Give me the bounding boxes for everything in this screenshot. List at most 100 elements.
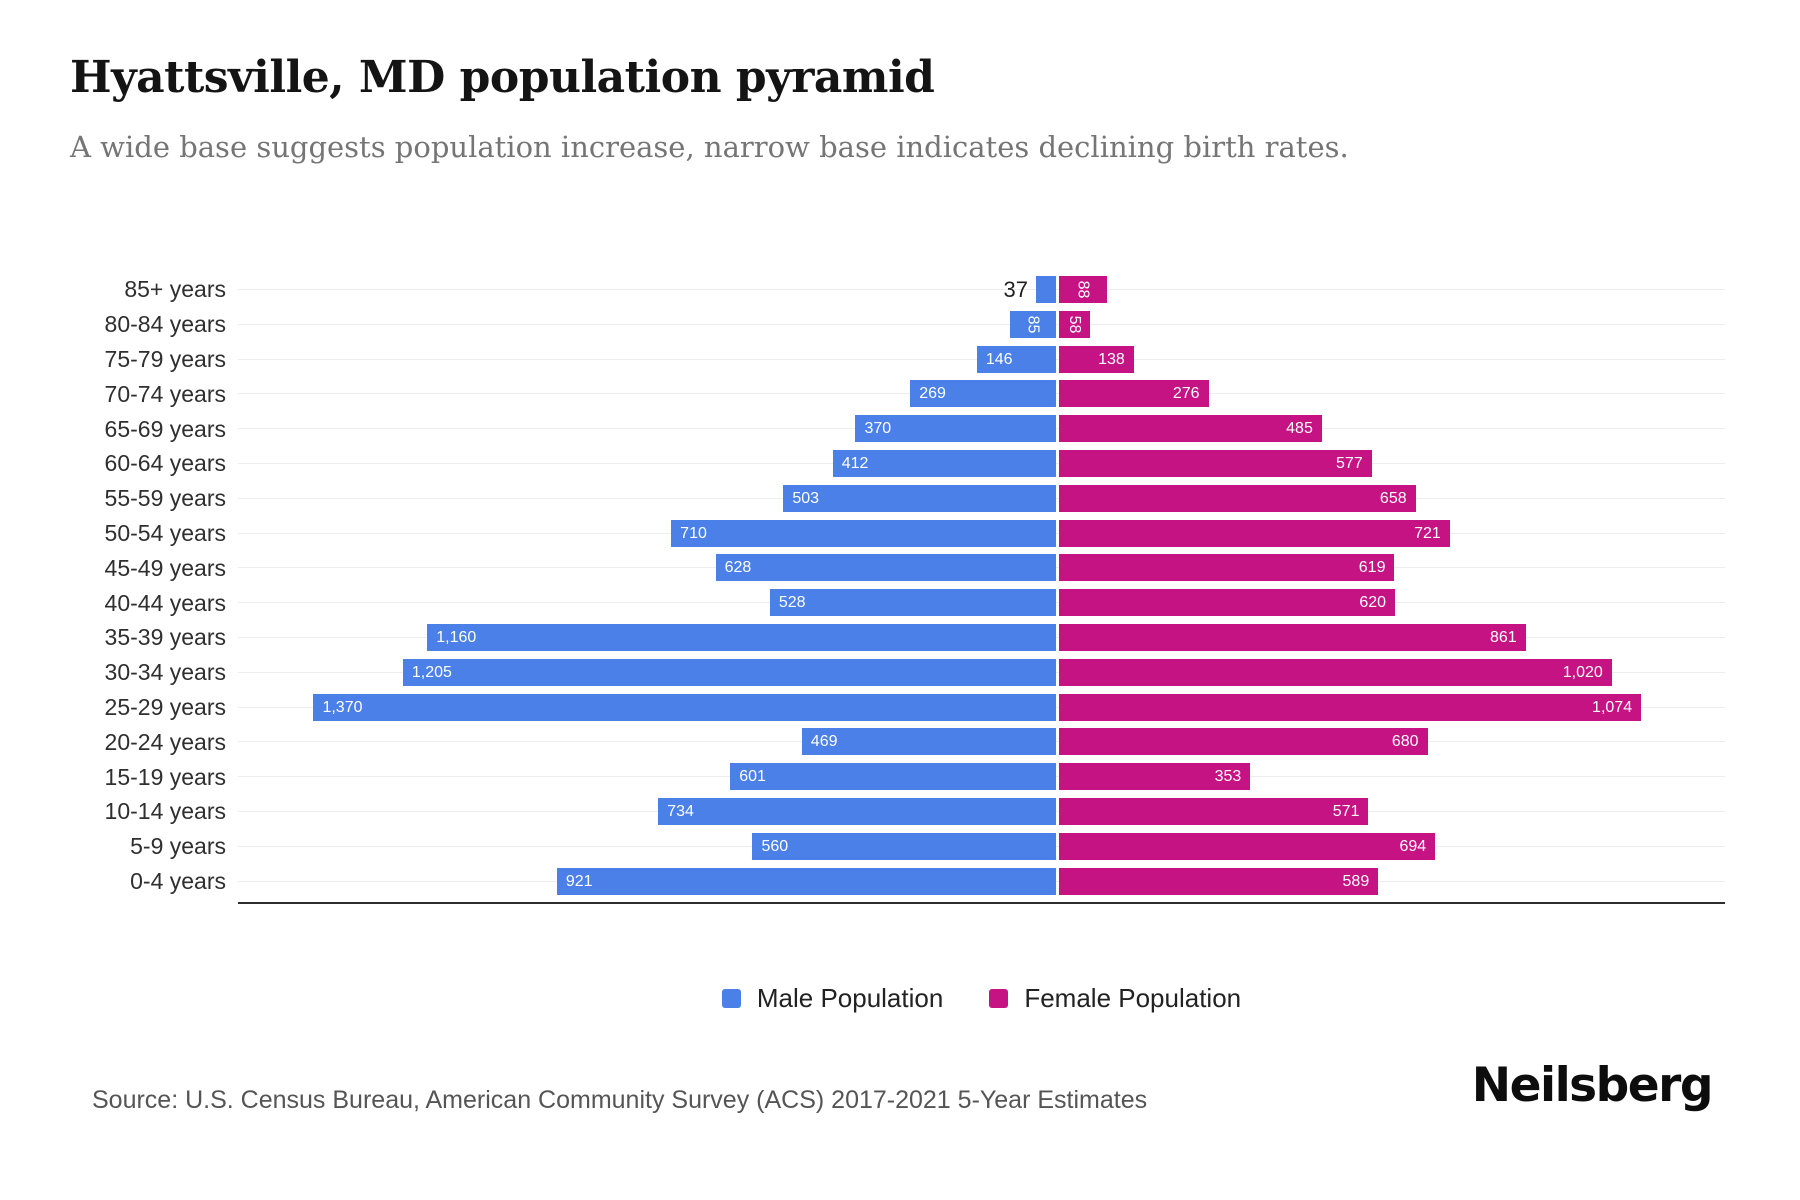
age-group-label: 55-59 years [104, 485, 226, 512]
male-bar-value: 469 [810, 733, 838, 751]
age-group-label: 30-34 years [104, 659, 226, 686]
male-bar: 469 [801, 728, 1056, 756]
female-bar: 861 [1059, 623, 1526, 651]
age-group-label: 45-49 years [104, 554, 226, 581]
female-bar: 276 [1059, 380, 1209, 408]
age-group-label: 5-9 years [130, 833, 226, 860]
source-attribution: Source: U.S. Census Bureau, American Com… [92, 1086, 1148, 1114]
female-bar-value: 619 [1358, 559, 1386, 577]
female-legend-swatch-icon [989, 989, 1009, 1008]
male-bar: 1,160 [427, 623, 1056, 651]
female-bar-value: 680 [1391, 733, 1419, 751]
male-legend-label: Male Population [756, 983, 944, 1013]
female-bar: 485 [1059, 415, 1322, 443]
male-legend-swatch-icon [721, 989, 741, 1008]
female-bar-value: 353 [1214, 768, 1242, 786]
female-legend-label: Female Population [1024, 983, 1242, 1013]
female-bar-value: 1,074 [1592, 698, 1633, 716]
female-bar: 1,074 [1059, 693, 1642, 721]
male-bar: 710 [671, 519, 1056, 547]
female-bar: 88 [1059, 275, 1107, 303]
male-bar-value: 269 [919, 385, 946, 403]
male-bar: 601 [730, 763, 1056, 791]
male-bar-value: 1,205 [411, 663, 452, 681]
female-bar: 694 [1059, 832, 1436, 860]
male-bar-value: 503 [792, 489, 820, 507]
age-group-label: 85+ years [124, 276, 226, 303]
male-bar-value: 370 [864, 420, 892, 438]
female-bar-value: 276 [1172, 385, 1200, 403]
female-bar: 619 [1059, 554, 1395, 582]
age-group-label: 50-54 years [104, 520, 226, 546]
male-bar [1035, 275, 1056, 303]
female-bar: 138 [1059, 345, 1134, 373]
male-bar-value: 1,160 [436, 628, 477, 646]
female-bar-value: 138 [1098, 350, 1125, 368]
male-bar-value: 628 [724, 559, 752, 577]
female-bar-value: 589 [1342, 872, 1370, 890]
female-bar: 721 [1059, 519, 1450, 547]
male-bar-value: 412 [841, 454, 869, 472]
chart-legend: Male Population Female Population [238, 983, 1725, 1014]
male-bar: 370 [855, 415, 1056, 443]
page-title: Hyattsville, MD population pyramid [70, 52, 935, 103]
female-bar-value: 58 [1066, 315, 1084, 334]
male-bar-value: 37 [1003, 276, 1028, 302]
page-subtitle: A wide base suggests population increase… [70, 130, 1349, 164]
male-bar-value: 921 [565, 872, 593, 890]
male-bar-value: 560 [761, 837, 789, 855]
female-bar: 589 [1059, 867, 1379, 895]
female-bar-value: 1,020 [1562, 663, 1603, 681]
brand-logo: Neilsberg [1471, 1058, 1714, 1113]
female-bar-value: 658 [1379, 489, 1407, 507]
female-bar: 571 [1059, 797, 1369, 825]
male-bar-value: 601 [739, 768, 766, 786]
age-group-label: 15-19 years [104, 763, 226, 790]
legend-item-male[interactable]: Male Population [721, 983, 944, 1014]
female-bar: 620 [1059, 589, 1396, 617]
female-bar-value: 694 [1399, 837, 1427, 855]
male-bar: 503 [783, 484, 1056, 512]
age-group-label: 75-79 years [104, 346, 226, 372]
age-group-label: 40-44 years [104, 589, 226, 616]
female-bar: 353 [1059, 763, 1251, 791]
legend-item-female[interactable]: Female Population [989, 983, 1241, 1014]
male-bar: 1,370 [313, 693, 1056, 721]
age-group-label: 65-69 years [104, 415, 226, 442]
female-bar-value: 88 [1074, 280, 1092, 299]
male-bar: 1,205 [402, 658, 1056, 686]
female-bar-value: 620 [1359, 594, 1387, 612]
age-group-label: 60-64 years [104, 450, 226, 477]
age-group-label: 80-84 years [104, 311, 226, 338]
male-bar-value: 528 [778, 594, 806, 612]
female-bar-value: 721 [1414, 524, 1441, 542]
age-group-label: 35-39 years [104, 624, 226, 651]
gridline [238, 288, 1725, 290]
female-bar: 58 [1059, 310, 1091, 338]
female-bar-value: 577 [1336, 454, 1363, 472]
age-group-label: 10-14 years [104, 798, 226, 825]
male-bar: 146 [976, 345, 1056, 373]
plot-area: 37 88 85 58 146 138 269 276 370 485 412 577 503 658 71… [238, 272, 1725, 904]
age-group-label: 70-74 years [104, 380, 226, 407]
female-bar-value: 485 [1286, 420, 1313, 438]
female-bar: 680 [1059, 728, 1428, 756]
female-bar-value: 861 [1489, 628, 1517, 646]
age-group-label: 25-29 years [104, 694, 226, 720]
female-bar: 577 [1059, 449, 1372, 477]
male-bar: 85 [1009, 310, 1056, 338]
female-bar: 1,020 [1059, 658, 1612, 686]
male-bar: 560 [752, 832, 1056, 860]
male-bar: 528 [769, 589, 1056, 617]
male-bar-value: 1,370 [322, 698, 363, 716]
female-bar-value: 571 [1332, 802, 1360, 820]
male-bar: 628 [715, 554, 1056, 582]
male-bar: 921 [556, 867, 1056, 895]
male-bar-value: 710 [680, 524, 707, 542]
male-bar: 412 [832, 449, 1056, 477]
male-bar-value: 146 [985, 350, 1013, 368]
gridline [238, 323, 1725, 325]
age-group-label: 0-4 years [130, 868, 226, 894]
male-bar-value: 734 [667, 802, 694, 820]
